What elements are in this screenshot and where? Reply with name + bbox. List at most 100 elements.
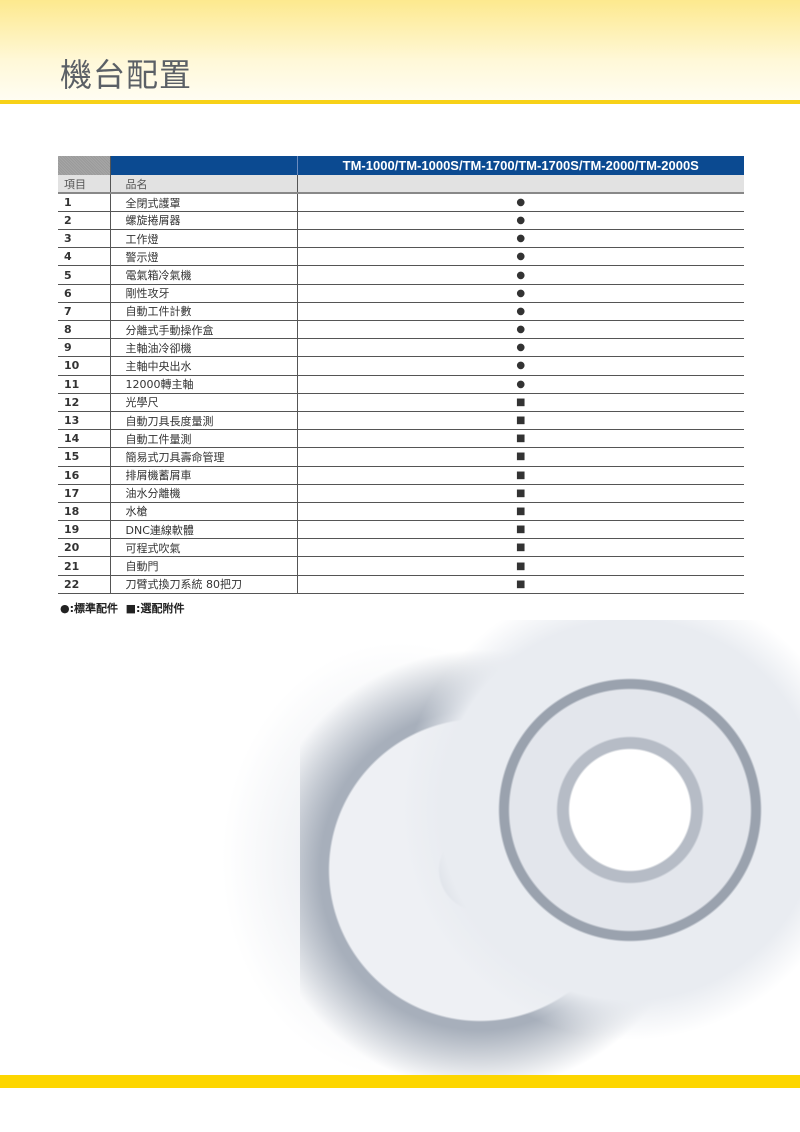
table-row: 2 螺旋捲屑器 ● xyxy=(58,211,744,231)
availability-mark: ■ xyxy=(297,520,744,540)
item-name: 全閉式護罩 xyxy=(110,193,298,212)
item-number: 1 xyxy=(58,193,111,212)
table-header-row: TM-1000/TM-1000S/TM-1700/TM-1700S/TM-200… xyxy=(58,156,744,175)
availability-mark: ● xyxy=(297,247,744,267)
item-number: 9 xyxy=(58,338,111,358)
table-row: 13 自動刀具長度量測 ■ xyxy=(58,411,744,431)
item-number: 19 xyxy=(58,520,111,540)
header-blank-cell xyxy=(58,156,111,175)
model-header: TM-1000/TM-1000S/TM-1700/TM-1700S/TM-200… xyxy=(297,156,744,175)
item-name: 分離式手動操作盒 xyxy=(110,320,298,340)
item-name: 剛性攻牙 xyxy=(110,284,298,303)
item-name: 水槍 xyxy=(110,502,298,522)
footer-band xyxy=(0,1075,800,1088)
item-number: 20 xyxy=(58,538,111,558)
item-number: 13 xyxy=(58,411,111,431)
item-name: 螺旋捲屑器 xyxy=(110,211,298,231)
item-column-header: 項目 xyxy=(58,175,111,195)
item-name: DNC連線軟體 xyxy=(110,520,298,540)
availability-mark: ■ xyxy=(297,447,744,467)
header-divider xyxy=(0,100,800,104)
header-band xyxy=(0,0,800,101)
item-number: 4 xyxy=(58,247,111,267)
item-number: 11 xyxy=(58,375,111,394)
table-row: 18 水槍 ■ xyxy=(58,502,744,522)
item-name: 警示燈 xyxy=(110,247,298,267)
table-row: 14 自動工件量測 ■ xyxy=(58,429,744,449)
table-row: 7 自動工件計數 ● xyxy=(58,302,744,322)
legend: ●:標準配件 ■:選配附件 xyxy=(60,602,185,615)
table-row: 4 警示燈 ● xyxy=(58,247,744,267)
item-name: 油水分離機 xyxy=(110,484,298,503)
item-number: 6 xyxy=(58,284,111,303)
availability-mark: ■ xyxy=(297,538,744,558)
availability-mark: ● xyxy=(297,193,744,212)
table-row: 20 可程式吹氣 ■ xyxy=(58,538,744,558)
table-row: 8 分離式手動操作盒 ● xyxy=(58,320,744,340)
item-number: 3 xyxy=(58,229,111,249)
item-number: 22 xyxy=(58,575,111,594)
item-number: 14 xyxy=(58,429,111,449)
item-number: 7 xyxy=(58,302,111,322)
item-name: 電氣箱冷氣機 xyxy=(110,265,298,285)
availability-mark: ■ xyxy=(297,575,744,594)
table-row: 10 主軸中央出水 ● xyxy=(58,356,744,376)
availability-mark: ■ xyxy=(297,393,744,412)
item-number: 21 xyxy=(58,556,111,576)
table-row: 15 簡易式刀具壽命管理 ■ xyxy=(58,447,744,467)
header-blank-cell xyxy=(110,156,298,175)
item-name: 自動工件量測 xyxy=(110,429,298,449)
item-number: 15 xyxy=(58,447,111,467)
availability-mark: ● xyxy=(297,356,744,376)
name-column-header: 品名 xyxy=(110,175,298,195)
availability-mark: ■ xyxy=(297,556,744,576)
item-number: 8 xyxy=(58,320,111,340)
item-number: 17 xyxy=(58,484,111,503)
availability-mark: ● xyxy=(297,265,744,285)
availability-mark: ● xyxy=(297,338,744,358)
availability-mark: ● xyxy=(297,375,744,394)
page-title: 機台配置 xyxy=(60,56,193,94)
table-row: 1 全閉式護罩 ● xyxy=(58,193,744,212)
item-name: 自動刀具長度量測 xyxy=(110,411,298,431)
table-row: 9 主軸油冷卻機 ● xyxy=(58,338,744,358)
table-subheader-row: 項目 品名 xyxy=(58,175,744,195)
availability-mark: ● xyxy=(297,302,744,322)
availability-mark: ■ xyxy=(297,502,744,522)
availability-mark: ● xyxy=(297,284,744,303)
item-number: 18 xyxy=(58,502,111,522)
table-row: 16 排屑機蓄屑車 ■ xyxy=(58,466,744,485)
availability-mark: ● xyxy=(297,229,744,249)
item-number: 5 xyxy=(58,265,111,285)
item-number: 12 xyxy=(58,393,111,412)
blank-cell xyxy=(297,175,744,195)
availability-mark: ■ xyxy=(297,466,744,485)
item-number: 16 xyxy=(58,466,111,485)
item-name: 可程式吹氣 xyxy=(110,538,298,558)
table-row: 21 自動門 ■ xyxy=(58,556,744,576)
availability-mark: ■ xyxy=(297,411,744,431)
item-name: 簡易式刀具壽命管理 xyxy=(110,447,298,467)
table-row: 17 油水分離機 ■ xyxy=(58,484,744,503)
table-row: 22 刀臂式換刀系統 80把刀 ■ xyxy=(58,575,744,594)
availability-mark: ■ xyxy=(297,429,744,449)
availability-mark: ■ xyxy=(297,484,744,503)
item-name: 光學尺 xyxy=(110,393,298,412)
item-name: 12000轉主軸 xyxy=(110,375,298,394)
item-name: 主軸油冷卻機 xyxy=(110,338,298,358)
table-row: 5 電氣箱冷氣機 ● xyxy=(58,265,744,285)
item-name: 自動門 xyxy=(110,556,298,576)
item-number: 2 xyxy=(58,211,111,231)
table-row: 3 工作燈 ● xyxy=(58,229,744,249)
item-name: 主軸中央出水 xyxy=(110,356,298,376)
item-number: 10 xyxy=(58,356,111,376)
item-name: 自動工件計數 xyxy=(110,302,298,322)
configuration-table: TM-1000/TM-1000S/TM-1700/TM-1700S/TM-200… xyxy=(58,156,744,594)
item-name: 排屑機蓄屑車 xyxy=(110,466,298,485)
table-row: 11 12000轉主軸 ● xyxy=(58,375,744,394)
background-machine-image-part xyxy=(300,620,800,1080)
availability-mark: ● xyxy=(297,320,744,340)
item-name: 刀臂式換刀系統 80把刀 xyxy=(110,575,298,594)
table-row: 12 光學尺 ■ xyxy=(58,393,744,412)
availability-mark: ● xyxy=(297,211,744,231)
